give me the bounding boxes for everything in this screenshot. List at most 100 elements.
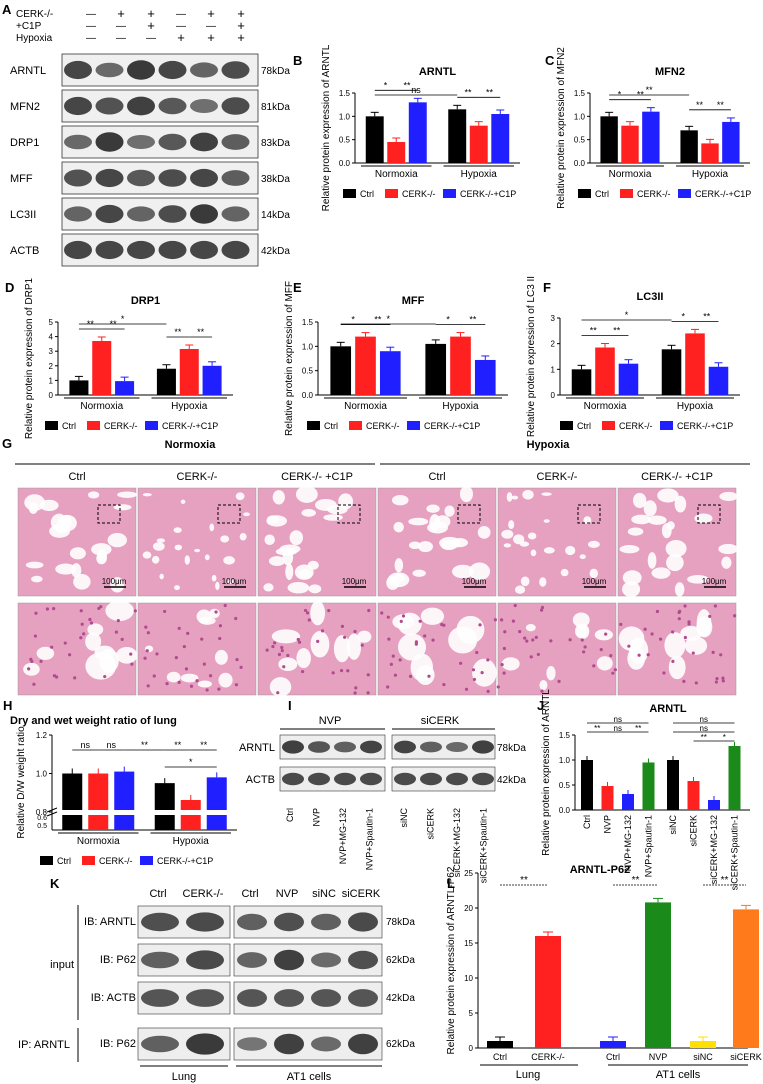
alveolus: [235, 492, 245, 501]
alveolus: [113, 504, 132, 511]
lane-label: Ctrl: [149, 888, 166, 900]
blot-band: [282, 740, 304, 754]
blot-band: [274, 1033, 304, 1055]
nucleus: [360, 643, 364, 647]
nucleus: [627, 644, 631, 648]
sig-label: **: [469, 315, 477, 325]
legend-swatch: [678, 189, 691, 198]
sig-label: *: [351, 315, 355, 325]
nucleus: [68, 653, 72, 657]
chart-title: ARNTL: [649, 703, 687, 715]
scalebar-label: 100μm: [342, 577, 367, 586]
sig-label: ns: [411, 85, 421, 95]
nucleus: [568, 638, 572, 642]
nucleus: [619, 622, 623, 626]
nucleus: [120, 637, 124, 641]
alveolus: [357, 630, 372, 643]
nucleus: [30, 659, 34, 663]
blot-kda: 14kDa: [261, 210, 290, 221]
nucleus: [63, 641, 67, 645]
nucleus: [286, 653, 290, 658]
nucleus: [145, 649, 149, 653]
alveolus: [408, 541, 421, 550]
bar: [600, 1041, 626, 1048]
alveolus: [539, 680, 548, 691]
alveolus: [23, 662, 40, 676]
blot-band: [308, 772, 330, 786]
alveolus: [24, 494, 46, 511]
blot-name: ACTB: [10, 245, 39, 257]
lane-label: siCERK: [342, 888, 381, 900]
nucleus: [88, 617, 92, 622]
sig-label: **: [200, 740, 208, 750]
nucleus: [327, 608, 331, 613]
nucleus: [486, 689, 490, 694]
ib-label: IB: ACTB: [91, 992, 136, 1004]
nucleus: [493, 618, 497, 622]
group-label: Normoxia: [584, 401, 627, 412]
blot-band: [237, 1037, 267, 1051]
condition-label: Hypoxia: [16, 33, 53, 44]
alveolus: [665, 540, 687, 558]
bar: [622, 794, 634, 810]
alveolus: [501, 657, 520, 671]
nucleus: [353, 629, 357, 634]
bar: [642, 111, 660, 163]
alveolus: [508, 520, 515, 530]
blot-kda: 81kDa: [261, 102, 290, 113]
condition-mark: +: [237, 18, 245, 33]
legend-swatch: [385, 189, 398, 198]
legend-swatch: [443, 189, 456, 198]
alveolus: [696, 616, 713, 638]
panel-letter: E: [293, 280, 302, 295]
blot-band: [127, 135, 155, 149]
nucleus: [331, 671, 335, 675]
alveolus: [539, 577, 547, 587]
category-label: NVP+MG-132: [623, 815, 633, 871]
y-axis-label: Relative protein expression of ARNTL-P62: [446, 866, 457, 1054]
blot-band: [446, 742, 468, 752]
alveolus: [218, 672, 233, 688]
alveolus: [387, 572, 410, 588]
legend-label: CERK-/-+C1P: [157, 856, 213, 866]
legend-label: CERK-/-+C1P: [460, 189, 516, 199]
sig-label: **: [404, 80, 412, 90]
legend-swatch: [140, 856, 153, 865]
nucleus: [367, 608, 371, 613]
ib-label: IB: P62: [100, 954, 136, 966]
nucleus: [234, 683, 239, 687]
blot-band: [64, 240, 92, 260]
alveolus: [264, 534, 275, 546]
alveolus: [142, 551, 152, 559]
nucleus: [580, 638, 584, 642]
alveolus: [579, 554, 586, 560]
bar: [722, 121, 740, 163]
alveolus: [519, 541, 530, 547]
group-title: siCERK: [421, 715, 460, 727]
sig-label: **: [717, 100, 725, 110]
nucleus: [146, 631, 150, 635]
nucleus: [301, 669, 305, 674]
blot-band: [64, 169, 92, 187]
blot-name: ACTB: [246, 774, 275, 786]
nucleus: [401, 614, 406, 618]
alveolus: [503, 543, 512, 548]
panel-j: J ARNTL 0.0 0.5 1.0 1.5 Relative protein expre…: [537, 689, 750, 890]
category-label: NVP: [603, 815, 613, 834]
alveolus: [583, 516, 592, 525]
sig-label: **: [374, 315, 382, 325]
nucleus: [391, 654, 395, 658]
sig-label: **: [703, 311, 711, 321]
nucleus: [583, 645, 587, 649]
alveolus: [209, 523, 215, 532]
alveolus: [173, 527, 182, 533]
alveolus: [560, 568, 569, 577]
panel-l: L ARNTL-P62 0 5 10 15 20 25 Relative protein exp…: [446, 864, 762, 1081]
y-tick-label: 0: [49, 391, 54, 400]
panel-h: H Dry and wet weight ratio of lung 1.2 1.0 0…: [3, 698, 237, 866]
condition-label: +C1P: [16, 21, 42, 32]
ib-label: IB: P62: [100, 1038, 136, 1050]
panel-letter: D: [5, 280, 14, 295]
nucleus: [52, 607, 56, 611]
blot-name: LC3II: [10, 209, 36, 221]
